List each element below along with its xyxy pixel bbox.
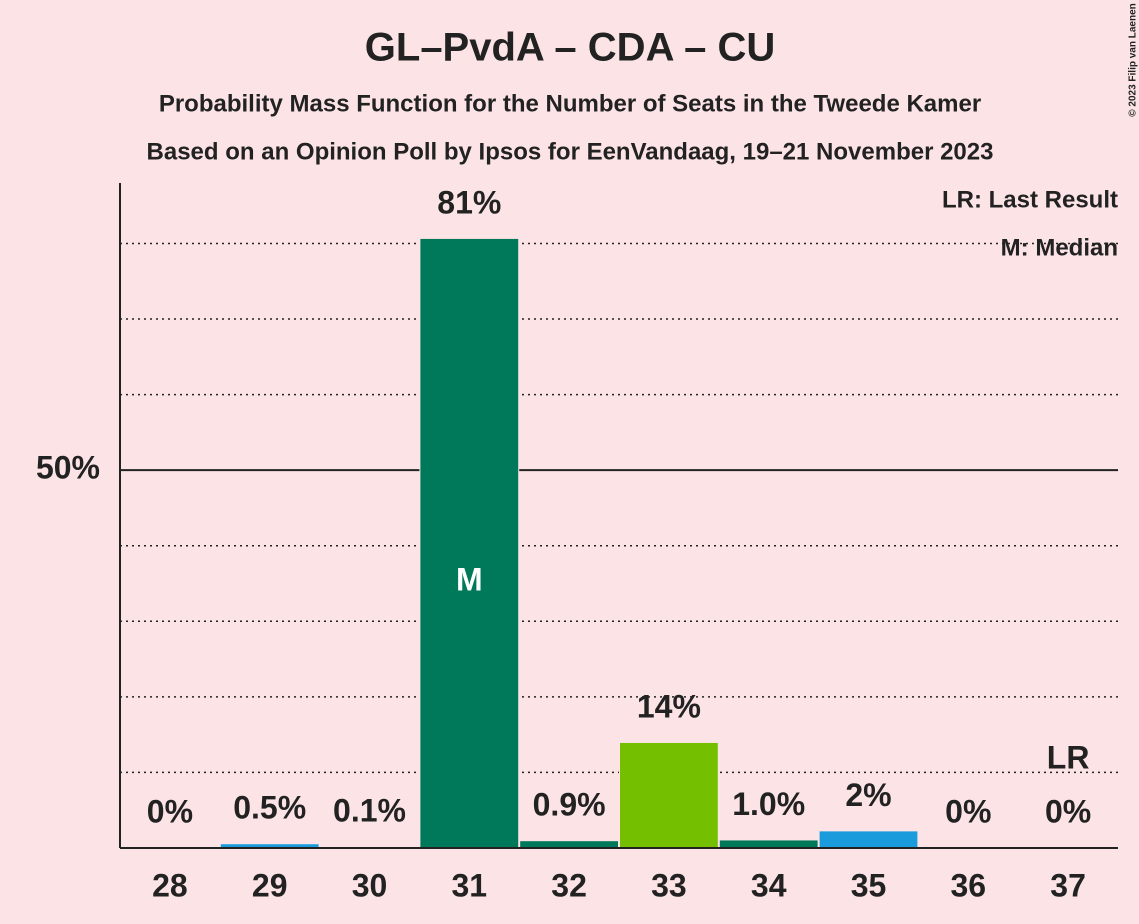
bar xyxy=(619,742,718,848)
x-tick-label: 30 xyxy=(352,867,388,903)
legend-entry: M: Median xyxy=(1001,234,1118,261)
median-marker: M xyxy=(456,561,483,597)
bar xyxy=(220,844,319,848)
value-label: 14% xyxy=(637,688,701,724)
value-label: 1.0% xyxy=(732,786,805,822)
value-label: 81% xyxy=(437,184,501,220)
x-tick-label: 36 xyxy=(951,867,987,903)
value-label: 0% xyxy=(1045,793,1091,829)
value-label: 0.1% xyxy=(333,793,406,829)
copyright: © 2023 Filip van Laenen xyxy=(1128,3,1139,117)
x-tick-label: 29 xyxy=(252,867,288,903)
value-label: 0% xyxy=(147,793,193,829)
bar xyxy=(420,238,519,848)
chart-subtitle: Probability Mass Function for the Number… xyxy=(159,90,981,117)
x-tick-label: 28 xyxy=(152,867,188,903)
x-tick-label: 33 xyxy=(651,867,687,903)
chart-title: GL–PvdA – CDA – CU xyxy=(365,26,775,70)
x-tick-label: 32 xyxy=(551,867,587,903)
x-tick-label: 35 xyxy=(851,867,887,903)
bar xyxy=(819,831,918,848)
legend-entry: LR: Last Result xyxy=(942,186,1118,213)
chart-subtitle: Based on an Opinion Poll by Ipsos for Ee… xyxy=(147,138,994,165)
bar xyxy=(719,840,818,848)
value-label: 2% xyxy=(845,777,891,813)
x-tick-label: 34 xyxy=(751,867,787,903)
last-result-marker: LR xyxy=(1047,739,1090,775)
y-tick-label: 50% xyxy=(36,450,100,486)
value-label: 0.5% xyxy=(233,790,306,826)
value-label: 0.9% xyxy=(533,787,606,823)
bar xyxy=(520,841,619,848)
x-tick-label: 37 xyxy=(1050,867,1086,903)
x-tick-label: 31 xyxy=(452,867,488,903)
value-label: 0% xyxy=(945,793,991,829)
